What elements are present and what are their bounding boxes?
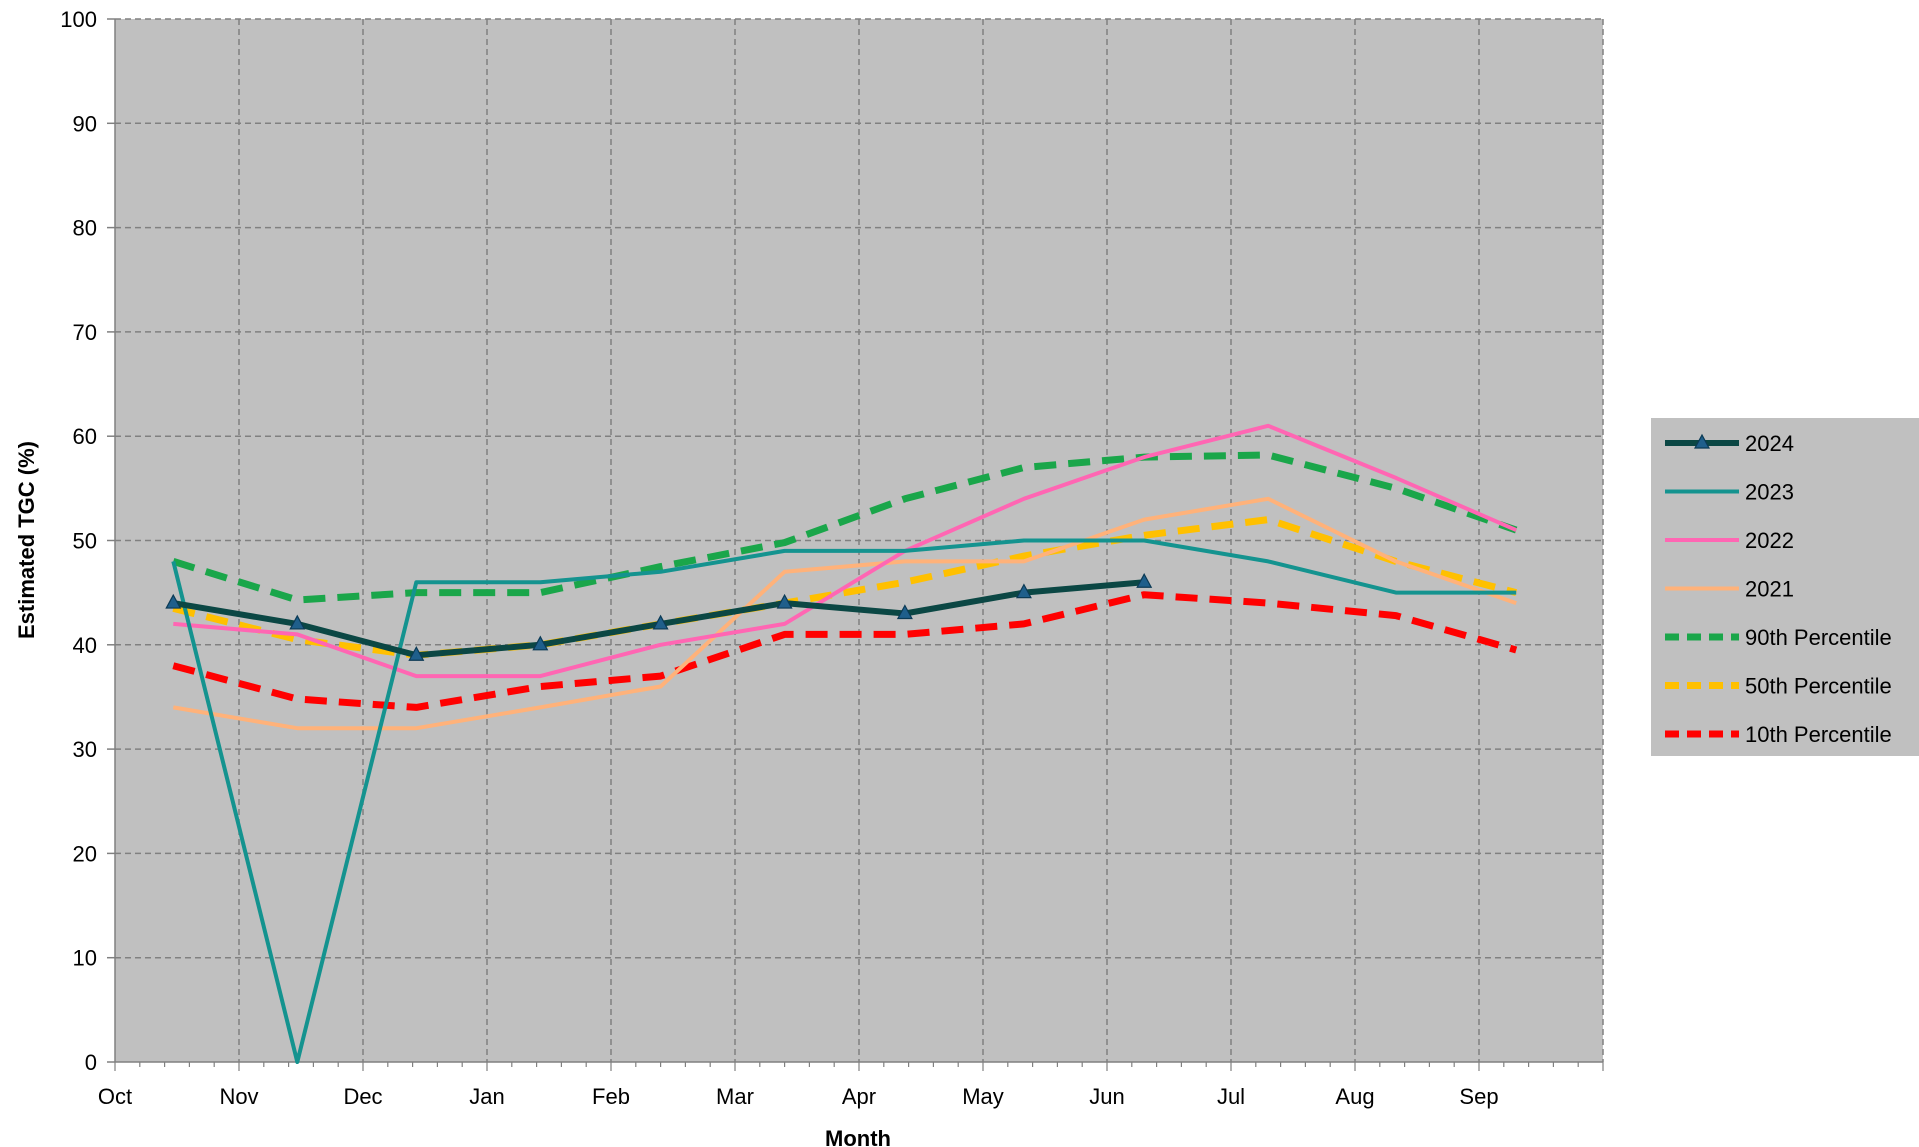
legend-label-2021: 2021 bbox=[1745, 577, 1794, 602]
data-point-marker bbox=[532, 635, 549, 651]
y-tick-labels: 0 10 20 30 40 50 60 70 80 90 100 bbox=[60, 7, 97, 1075]
x-tick-labels: Oct Nov Dec Jan Feb Mar Apr May Jun Jul Aug Sep bbox=[98, 1084, 1499, 1109]
legend-label-90th-percentile: 90th Percentile bbox=[1745, 625, 1892, 650]
data-point-marker bbox=[776, 593, 793, 609]
y-tick-label: 60 bbox=[73, 424, 97, 449]
data-point-marker bbox=[652, 614, 669, 630]
legend-label-50th-percentile: 50th Percentile bbox=[1745, 674, 1892, 699]
y-tick-label: 90 bbox=[73, 111, 97, 136]
x-axis-title: Month bbox=[825, 1126, 891, 1147]
y-tick-label: 50 bbox=[73, 529, 97, 554]
y-tick-label: 100 bbox=[60, 7, 97, 32]
data-point-marker bbox=[896, 604, 913, 620]
x-tick-label: May bbox=[962, 1084, 1004, 1109]
x-tick-label: Sep bbox=[1459, 1084, 1498, 1109]
series-line-2023 bbox=[171, 538, 1517, 1064]
series-layer bbox=[165, 423, 1518, 1064]
data-point-marker bbox=[408, 645, 425, 661]
x-tick-label: Oct bbox=[98, 1084, 132, 1109]
x-tick-label: Jul bbox=[1217, 1084, 1245, 1109]
data-point-marker bbox=[289, 614, 306, 630]
x-tick-label: Jan bbox=[469, 1084, 504, 1109]
series-line-10th-percentile bbox=[172, 591, 1518, 711]
data-point-marker bbox=[165, 593, 182, 609]
legend: 2024 2023 2022 2021 90th Percentile 50th Perc… bbox=[1651, 418, 1919, 756]
y-tick-label: 20 bbox=[73, 841, 97, 866]
series-line-50th-percentile bbox=[172, 516, 1518, 659]
x-tick-label: Mar bbox=[716, 1084, 754, 1109]
legend-label-2022: 2022 bbox=[1745, 528, 1794, 553]
x-tick-label: Dec bbox=[343, 1084, 382, 1109]
data-point-marker bbox=[1136, 572, 1153, 588]
legend-label-10th-percentile: 10th Percentile bbox=[1745, 722, 1892, 747]
y-axis-title: Estimated TGC (%) bbox=[14, 441, 39, 639]
x-tick-label: Jun bbox=[1089, 1084, 1124, 1109]
axes bbox=[107, 18, 1604, 1071]
x-tick-label: Nov bbox=[219, 1084, 258, 1109]
legend-marker bbox=[1693, 433, 1711, 449]
legend-label-2023: 2023 bbox=[1745, 480, 1794, 505]
series-line-90th-percentile bbox=[172, 451, 1518, 604]
x-tick-label: Apr bbox=[842, 1084, 876, 1109]
data-point-marker bbox=[1015, 583, 1032, 599]
y-tick-label: 80 bbox=[73, 216, 97, 241]
y-tick-label: 70 bbox=[73, 320, 97, 345]
x-tick-label: Feb bbox=[592, 1084, 630, 1109]
grid bbox=[115, 18, 1604, 1062]
x-tick-label: Aug bbox=[1335, 1084, 1374, 1109]
y-tick-label: 40 bbox=[73, 633, 97, 658]
y-tick-label: 0 bbox=[85, 1050, 97, 1075]
y-tick-label: 30 bbox=[73, 737, 97, 762]
legend-label-2024: 2024 bbox=[1745, 431, 1794, 456]
y-tick-label: 10 bbox=[73, 946, 97, 971]
series-line-2021 bbox=[172, 496, 1517, 731]
